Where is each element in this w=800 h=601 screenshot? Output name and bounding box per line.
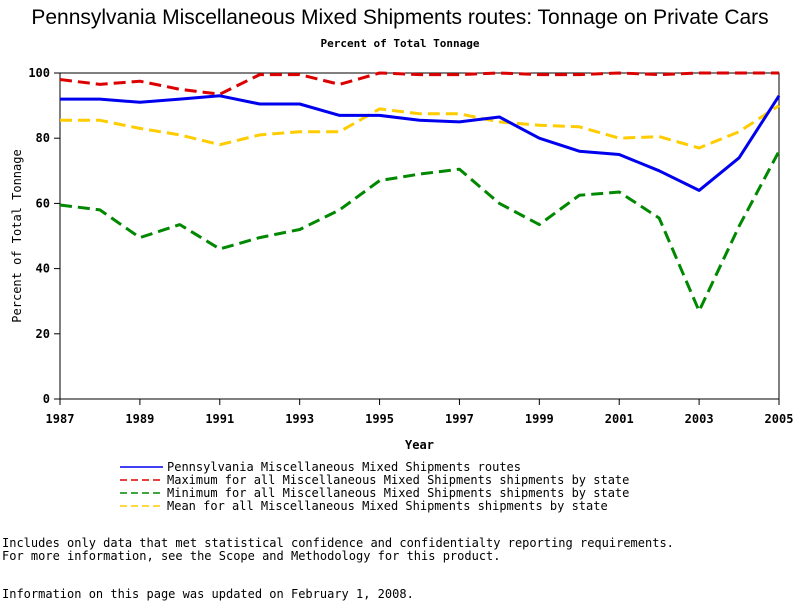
x-tick-label: 1999 [525, 412, 554, 426]
y-tick-label: 60 [36, 196, 50, 210]
y-tick-label: 40 [36, 262, 50, 276]
footnote-methodology: For more information, see the Scope and … [2, 549, 501, 563]
x-tick-label: 1989 [125, 412, 154, 426]
x-tick-label: 1997 [445, 412, 474, 426]
x-tick-label: 2003 [685, 412, 714, 426]
footnote-confidence: Includes only data that met statistical … [2, 536, 674, 550]
x-tick-label: 1993 [285, 412, 314, 426]
x-tick-label: 2001 [605, 412, 634, 426]
chart-subtitle: Percent of Total Tonnage [320, 37, 480, 50]
y-tick-label: 100 [28, 66, 50, 80]
legend-mean-label: Mean for all Miscellaneous Mixed Shipmen… [167, 499, 608, 513]
chart-legend: Pennsylvania Miscellaneous Mixed Shipmen… [120, 460, 629, 513]
legend-maximum-label: Maximum for all Miscellaneous Mixed Ship… [167, 473, 629, 487]
y-tick-label: 20 [36, 327, 50, 341]
series-line-mean [60, 104, 780, 150]
y-tick-label: 0 [43, 392, 50, 406]
x-tick-label: 2005 [765, 412, 794, 426]
series-line-minimum [59, 150, 781, 313]
x-tick-label: 1995 [365, 412, 394, 426]
footnote-updated: Information on this page was updated on … [2, 587, 414, 601]
series-line-pennsylvania [60, 94, 781, 192]
y-axis-label: Percent of Total Tonnage [10, 149, 24, 322]
x-tick-label: 1991 [205, 412, 234, 426]
chart-series [59, 71, 781, 313]
y-tick-label: 80 [36, 131, 50, 145]
chart-title: Pennsylvania Miscellaneous Mixed Shipmen… [31, 6, 769, 29]
plot-frame [59, 72, 780, 400]
series-line-maximum [59, 71, 779, 96]
legend-minimum-label: Minimum for all Miscellaneous Mixed Ship… [167, 486, 629, 500]
legend-pennsylvania-label: Pennsylvania Miscellaneous Mixed Shipmen… [167, 460, 521, 474]
x-tick-label: 1987 [46, 412, 75, 426]
x-axis-label: Year [405, 438, 434, 452]
chart-axes: 1987 1989 1991 1993 1995 1997 1999 2001 2003 2005… [10, 66, 793, 452]
